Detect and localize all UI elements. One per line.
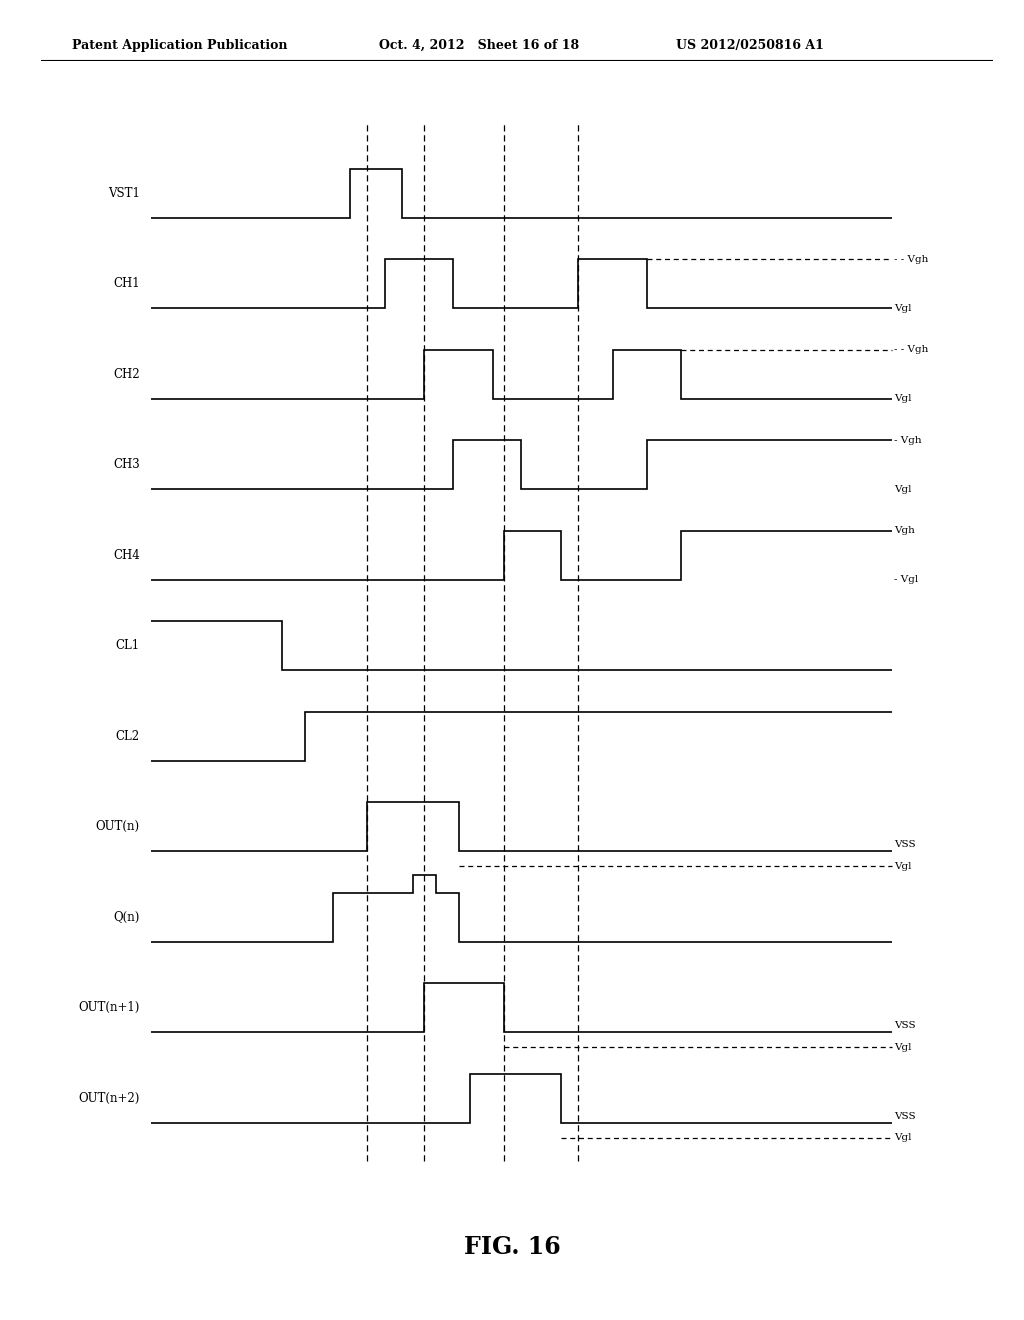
Text: - - Vgh: - - Vgh (894, 255, 929, 264)
Text: Vgl: Vgl (894, 1043, 911, 1052)
Text: CL2: CL2 (116, 730, 139, 743)
Text: VST1: VST1 (108, 187, 139, 199)
Text: Vgl: Vgl (894, 1134, 911, 1142)
Text: Vgh: Vgh (894, 527, 915, 535)
Text: FIG. 16: FIG. 16 (464, 1236, 560, 1259)
Text: Vgl: Vgl (894, 484, 911, 494)
Text: CH1: CH1 (113, 277, 139, 290)
Text: CH2: CH2 (113, 368, 139, 380)
Text: Vgl: Vgl (894, 304, 911, 313)
Text: VSS: VSS (894, 1022, 915, 1030)
Text: OUT(n): OUT(n) (95, 820, 139, 833)
Text: US 2012/0250816 A1: US 2012/0250816 A1 (676, 38, 823, 51)
Text: Oct. 4, 2012   Sheet 16 of 18: Oct. 4, 2012 Sheet 16 of 18 (379, 38, 579, 51)
Text: CH3: CH3 (113, 458, 139, 471)
Text: OUT(n+1): OUT(n+1) (78, 1001, 139, 1014)
Text: CH4: CH4 (113, 549, 139, 562)
Text: CL1: CL1 (116, 639, 139, 652)
Text: - Vgl: - Vgl (894, 576, 919, 585)
Text: Vgl: Vgl (894, 862, 911, 871)
Text: Patent Application Publication: Patent Application Publication (72, 38, 287, 51)
Text: - - Vgh: - - Vgh (894, 346, 929, 354)
Text: VSS: VSS (894, 1111, 915, 1121)
Text: VSS: VSS (894, 840, 915, 849)
Text: Vgl: Vgl (894, 395, 911, 404)
Text: OUT(n+2): OUT(n+2) (78, 1092, 139, 1105)
Text: Q(n): Q(n) (114, 911, 139, 924)
Text: - Vgh: - Vgh (894, 436, 922, 445)
